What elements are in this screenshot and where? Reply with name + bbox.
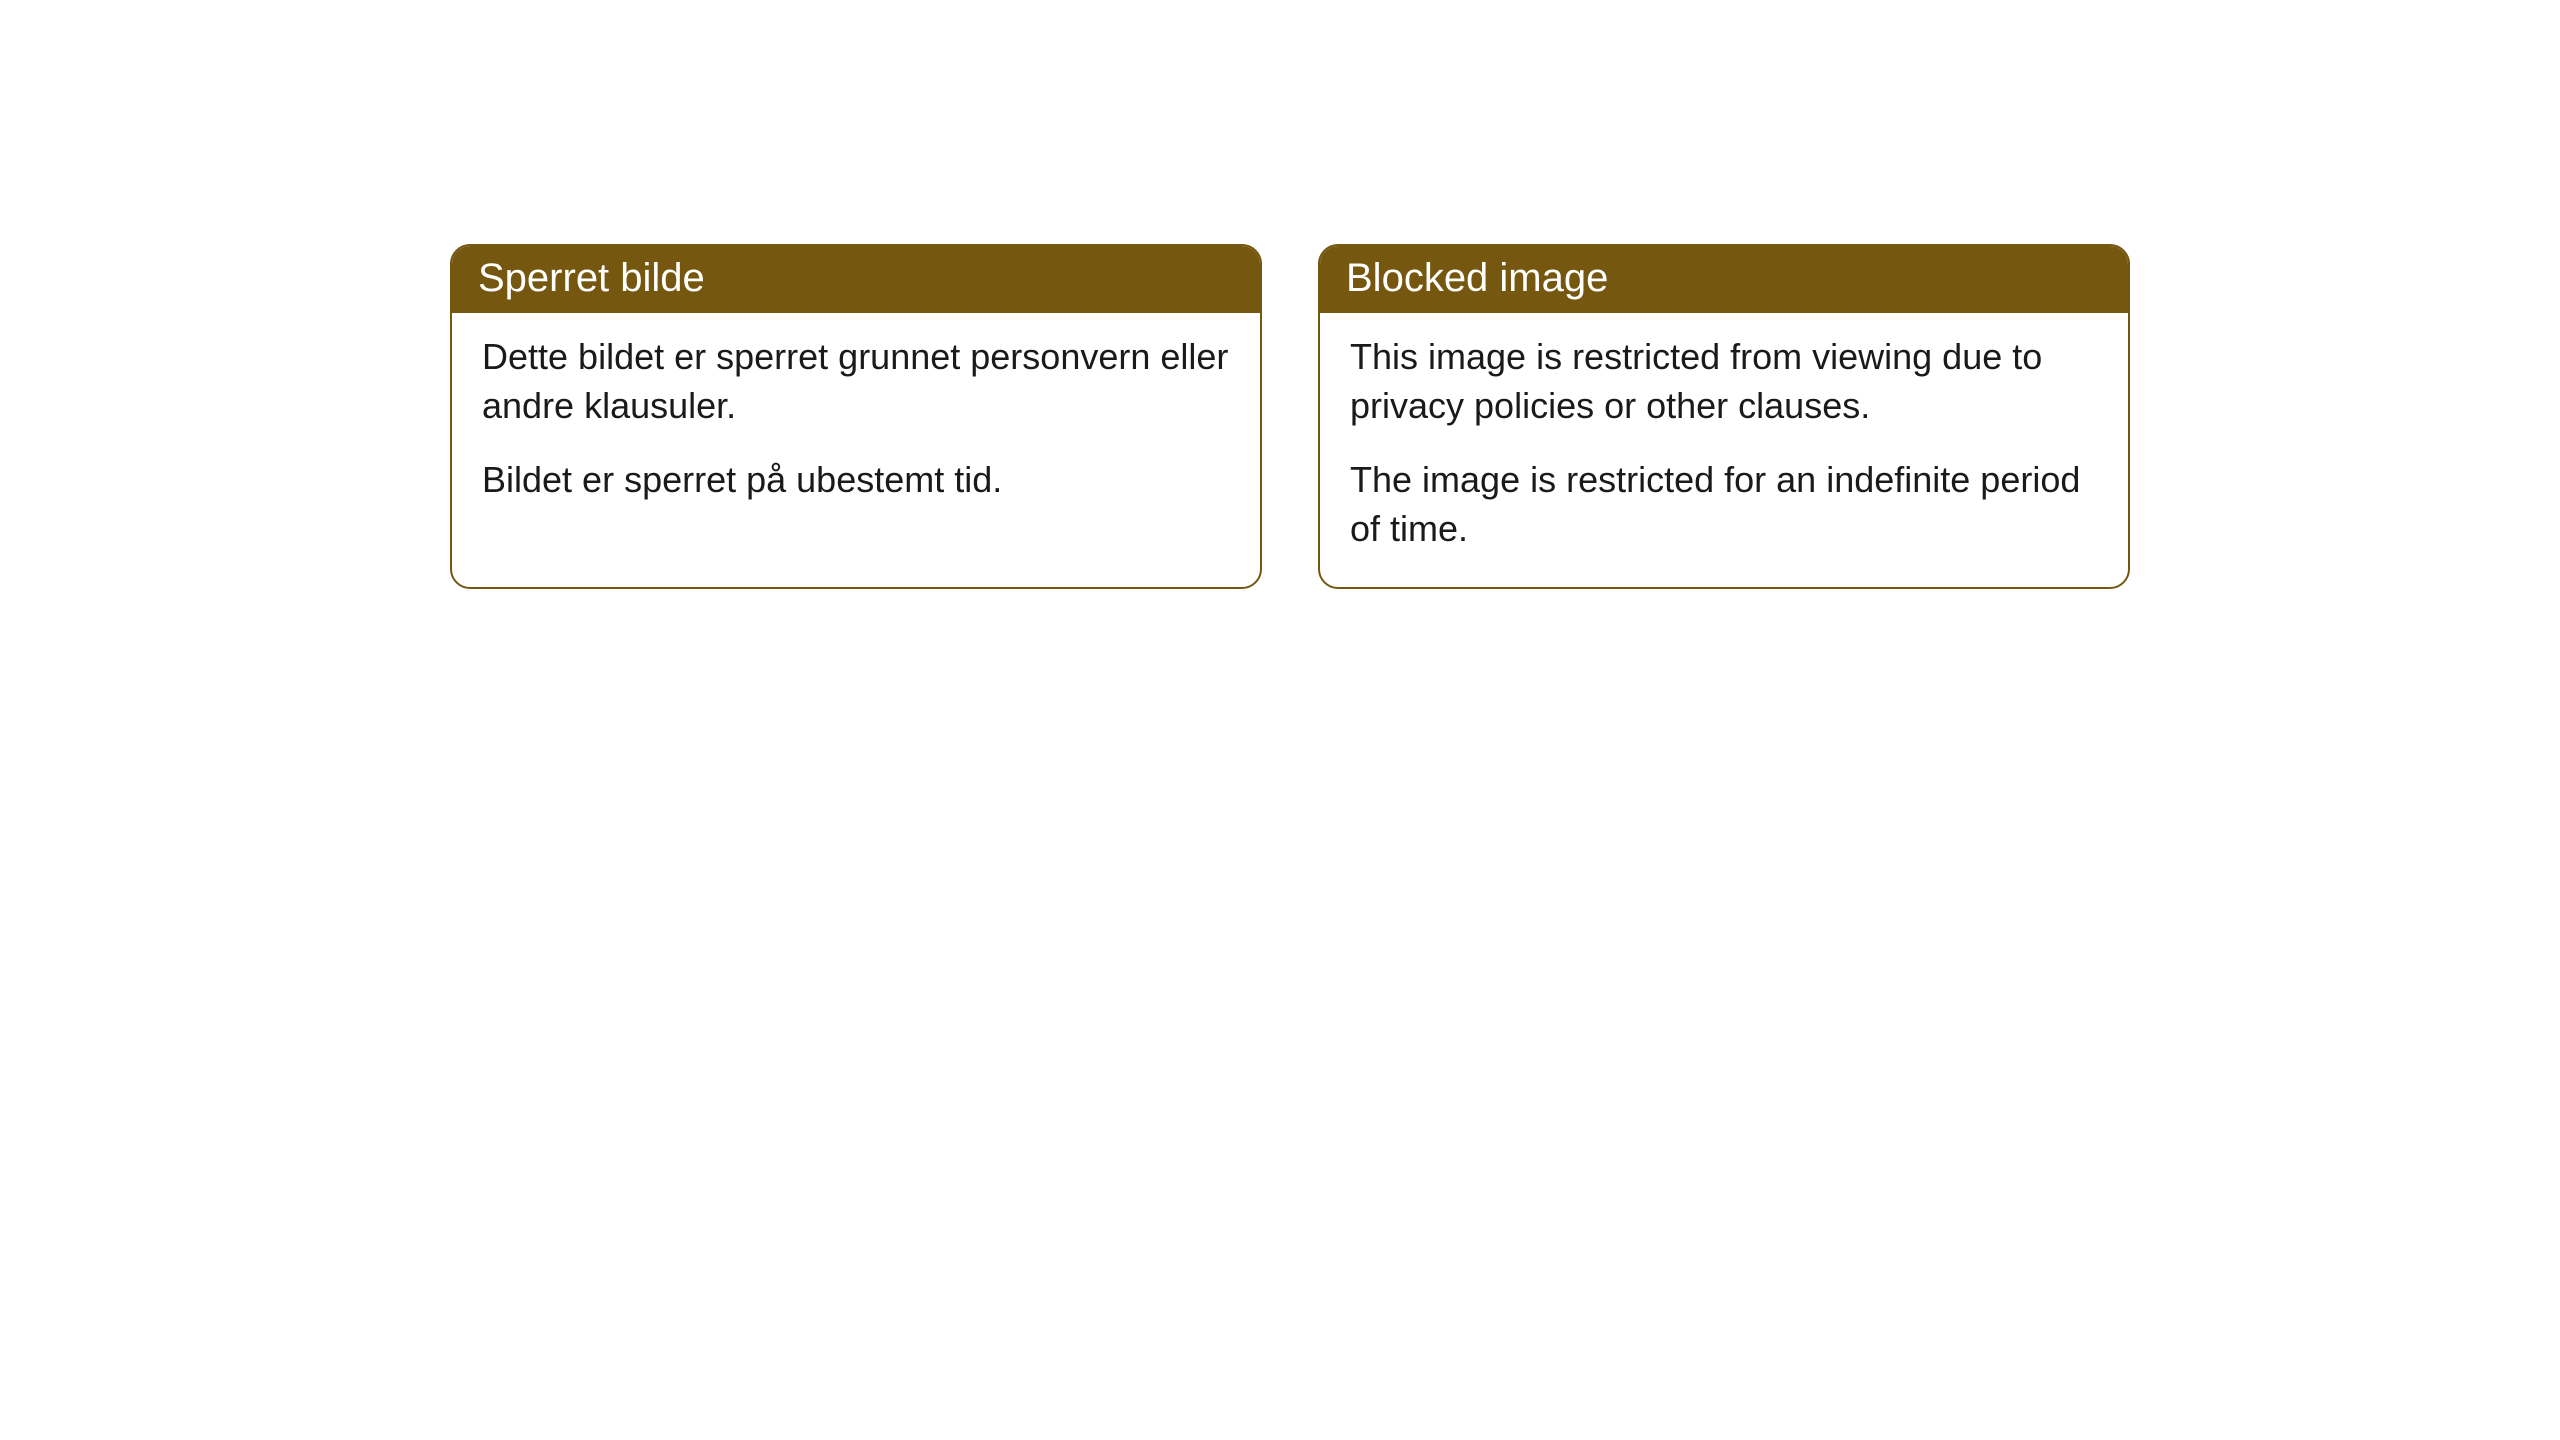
card-paragraph-1-norwegian: Dette bildet er sperret grunnet personve…: [482, 333, 1230, 430]
card-title-norwegian: Sperret bilde: [452, 246, 1260, 313]
card-body-english: This image is restricted from viewing du…: [1320, 313, 2128, 587]
card-paragraph-1-english: This image is restricted from viewing du…: [1350, 333, 2098, 430]
card-norwegian: Sperret bilde Dette bildet er sperret gr…: [450, 244, 1262, 589]
card-english: Blocked image This image is restricted f…: [1318, 244, 2130, 589]
card-paragraph-2-english: The image is restricted for an indefinit…: [1350, 456, 2098, 553]
card-title-english: Blocked image: [1320, 246, 2128, 313]
card-body-norwegian: Dette bildet er sperret grunnet personve…: [452, 313, 1260, 539]
blocked-image-notices: Sperret bilde Dette bildet er sperret gr…: [450, 244, 2560, 589]
card-paragraph-2-norwegian: Bildet er sperret på ubestemt tid.: [482, 456, 1230, 505]
